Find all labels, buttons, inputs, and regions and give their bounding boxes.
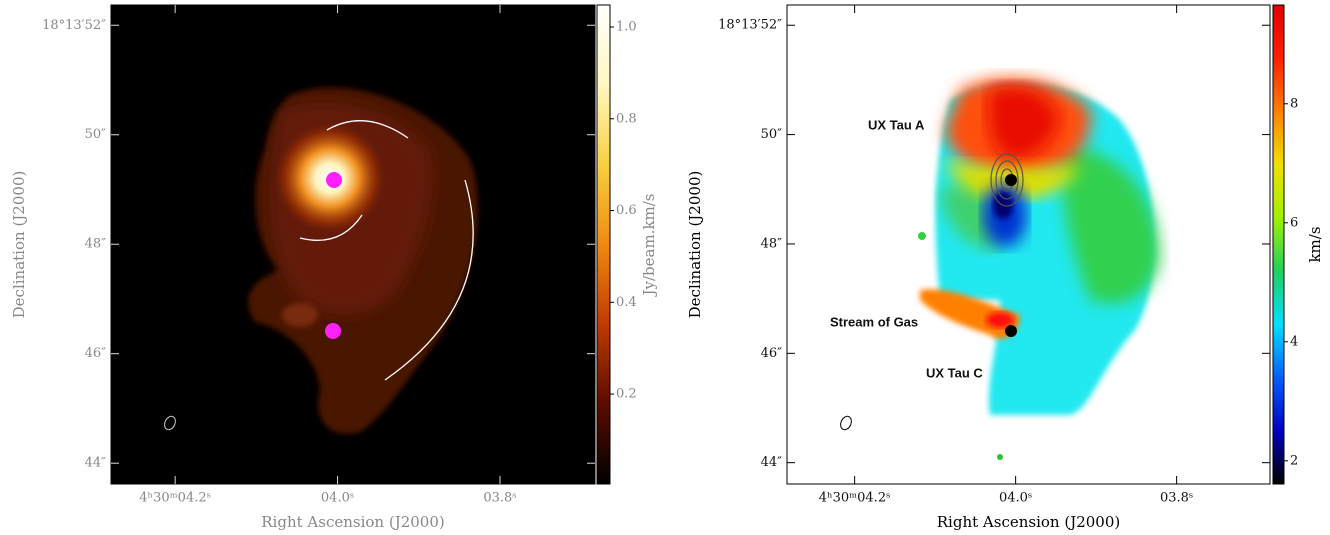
colorbar-tick-label: 6: [1290, 215, 1298, 230]
colorbar-tick-label: 0.2: [616, 387, 637, 402]
colorbar-tick-label: 0.8: [616, 111, 637, 126]
y-tick-label: 44″: [761, 455, 783, 470]
colorbar-tick-label: 0.6: [616, 203, 637, 218]
x-tick-label: 04.0ˢ: [321, 491, 354, 506]
y-tick-label: 50″: [761, 127, 783, 142]
x-axis-label: Right Ascension (J2000): [261, 513, 444, 531]
y-tick-label: 48″: [85, 237, 107, 252]
colorbar: [596, 4, 611, 485]
colorbar-tick-label: 8: [1290, 96, 1298, 111]
x-tick-label: 04.0ˢ: [999, 491, 1032, 506]
x-tick-label: 03.8ˢ: [483, 491, 516, 506]
colorbar-tick-label: 4: [1290, 334, 1298, 349]
y-tick-label: 46″: [761, 346, 783, 361]
intensity-map: [111, 5, 595, 484]
annotation: Stream of Gas: [830, 314, 918, 329]
colorbar-tick-label: 0.4: [616, 295, 637, 310]
colorbar-tick-label: 1.0: [616, 20, 637, 35]
frame: [786, 4, 1271, 485]
x-tick-label: 03.8ˢ: [1160, 491, 1193, 506]
colorbar: [1272, 4, 1285, 485]
colorbar-label: Jy/beam.km/s: [640, 193, 658, 297]
annotation: UX Tau C: [926, 365, 983, 380]
y-tick-label: 18°13′52″: [42, 18, 106, 33]
colorbar-label: km/s: [1306, 226, 1324, 262]
panel: 4ʰ30ᵐ04.2ˢ 04.0ˢ 03.8ˢ 18°13′52″ 50″ 48″ 46″ 44…: [10, 4, 658, 531]
y-tick-label: 48″: [761, 236, 783, 251]
annotation: UX Tau A: [868, 117, 925, 132]
colorbar-tick-label: 2: [1290, 453, 1298, 468]
y-axis-label: Declination (J2000): [686, 171, 704, 319]
x-axis-label: Right Ascension (J2000): [937, 513, 1120, 531]
y-tick-label: 44″: [85, 456, 107, 471]
y-tick-label: 50″: [85, 127, 107, 142]
velocity-map: [787, 5, 1270, 484]
panel: 4ʰ30ᵐ04.2ˢ 04.0ˢ 03.8ˢ18°13′52″50″48″46″44…: [686, 4, 1324, 531]
x-tick-label: 4ʰ30ᵐ04.2ˢ: [139, 491, 211, 506]
y-tick-label: 46″: [85, 346, 107, 361]
y-tick-label: 18°13′52″: [718, 18, 782, 33]
x-tick-label: 4ʰ30ᵐ04.2ˢ: [819, 491, 891, 506]
y-axis-label: Declination (J2000): [10, 171, 28, 319]
